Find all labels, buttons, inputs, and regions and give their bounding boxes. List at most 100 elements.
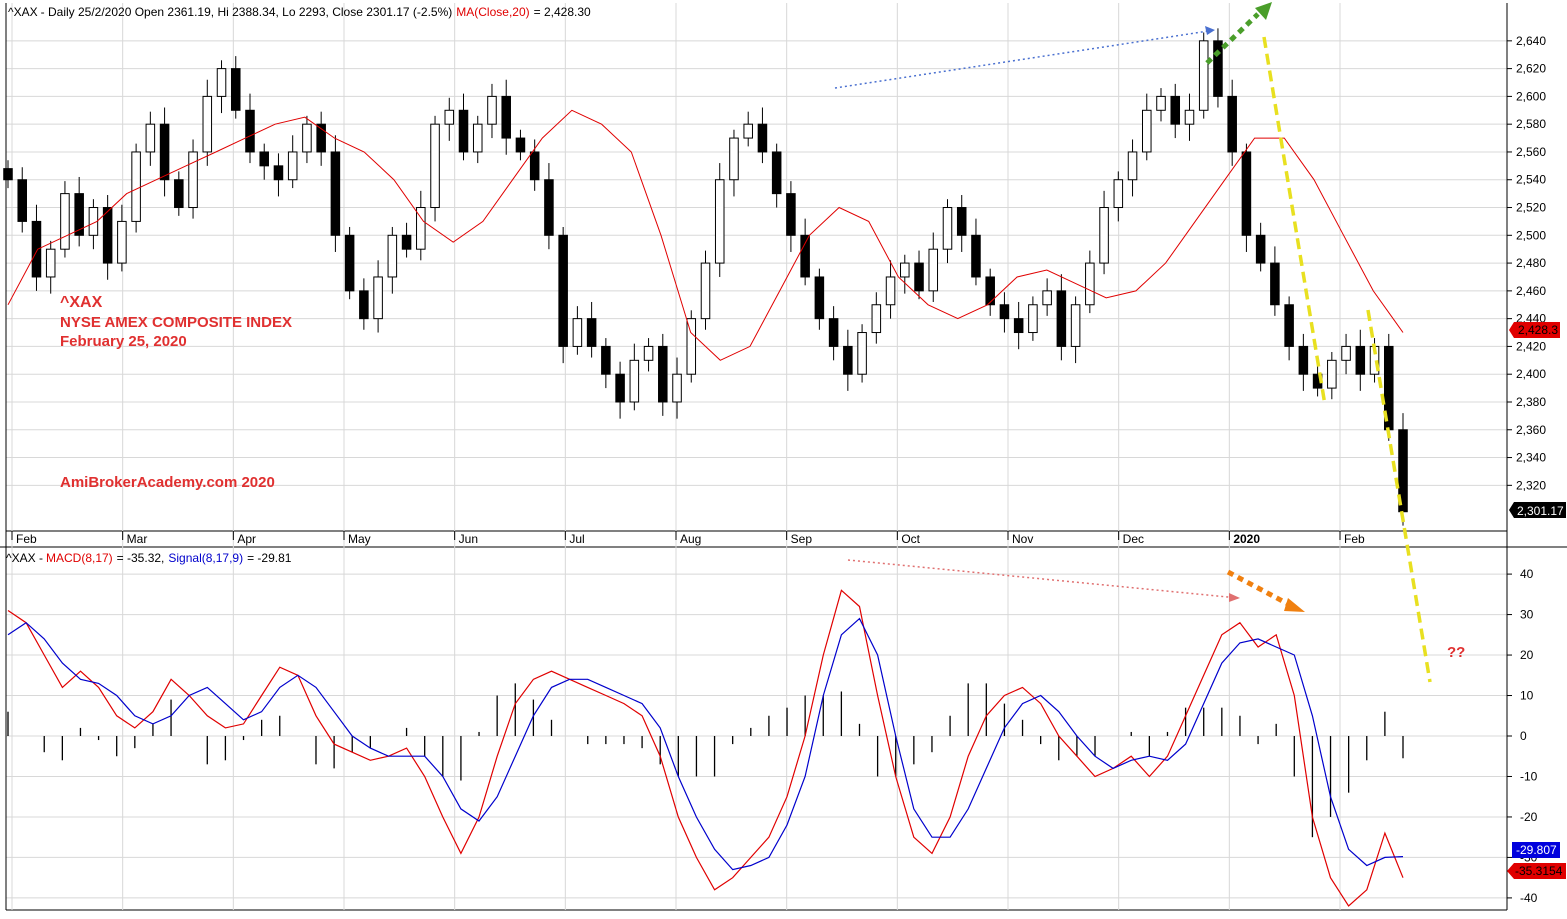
candle-body-down: [771, 151, 782, 195]
header-symbol: ^XAX: [8, 5, 38, 19]
candle-body-up: [1198, 40, 1209, 111]
candle-body-down: [786, 193, 796, 236]
macd-tick-label: 40: [1520, 567, 1534, 581]
month-label: Aug: [680, 532, 701, 546]
price-tick-label: 2,420: [1516, 339, 1546, 353]
ma-price-badge: 2,428.3: [1509, 322, 1560, 338]
candle-body-down: [458, 109, 469, 153]
candle-body-down: [259, 151, 269, 167]
macd-header-signal-value: = -29.81: [247, 551, 292, 565]
candle-body-down: [1255, 234, 1266, 264]
month-label: Apr: [237, 532, 256, 546]
candle-body-up: [430, 123, 440, 209]
price-tick-label: 2,520: [1516, 201, 1546, 215]
candle-body-up: [1156, 95, 1166, 111]
price-tick-label: 2,320: [1516, 478, 1546, 492]
orange-down-arrowhead: [1284, 598, 1305, 612]
macd-histogram: [7, 683, 1404, 838]
candle-body-down: [1227, 95, 1237, 153]
macd-tick-label: 10: [1520, 689, 1534, 703]
candle-body-down: [330, 151, 341, 236]
candle-body-down: [601, 345, 611, 375]
candle-body-down: [999, 304, 1010, 320]
header-info: ^XAX - Daily 25/2/2020 Open 2361.19, Hi 2…: [8, 5, 591, 19]
candle-body-up: [1113, 179, 1124, 209]
candle-body-up: [572, 318, 583, 347]
candle-body-up: [1070, 304, 1081, 347]
macd-tick-label: -40: [1520, 891, 1538, 905]
month-label: Jul: [569, 532, 584, 546]
annotation-date: February 25, 2020: [60, 333, 187, 350]
yellow-trend-line-1: [1262, 36, 1327, 406]
candle-body-down: [800, 234, 810, 278]
candle-body-down: [359, 290, 369, 320]
candle-body-down: [558, 234, 568, 347]
macd-badge-text: -35.3154: [1515, 864, 1563, 878]
candle-body-down: [344, 234, 355, 292]
candle-body-down: [1056, 290, 1067, 347]
month-label: Jun: [459, 532, 478, 546]
candle-body-up: [672, 373, 682, 403]
macd-tick-label: 20: [1520, 648, 1534, 662]
candle-body-up: [700, 262, 711, 320]
annotation-ticker: ^XAX: [60, 294, 103, 311]
candle-body-up: [416, 207, 426, 250]
price-tick-label: 2,560: [1516, 145, 1546, 159]
candle-body-up: [629, 359, 640, 403]
orange-down-arrow-line: [1226, 569, 1292, 608]
macd-header-signal-label: Signal(8,17,9): [168, 551, 243, 565]
candle-body-down: [31, 220, 42, 278]
macd-grid: [6, 573, 1507, 899]
price-axis-ticks: 2,3202,3402,3602,3802,4002,4202,4402,460…: [1507, 34, 1546, 492]
candle-body-up: [131, 151, 141, 222]
candle-body-up: [188, 151, 198, 209]
candle-body-down: [658, 345, 668, 403]
candle-body-up: [302, 123, 312, 153]
green-up-arrow-line: [1205, 12, 1260, 65]
candle-body-down: [3, 168, 13, 181]
candle-body-up: [373, 276, 383, 320]
annotation-index-name: NYSE AMEX COMPOSITE INDEX: [60, 314, 292, 331]
price-tick-label: 2,400: [1516, 367, 1546, 381]
annotation-watermark: AmiBrokerAcademy.com 2020: [60, 474, 275, 491]
signal-badge: -29.807: [1512, 842, 1560, 858]
candle-body-up: [1127, 151, 1138, 181]
month-label: Oct: [901, 532, 920, 546]
candle-body-down: [401, 234, 412, 250]
candle-body-up: [686, 318, 697, 375]
macd-line: [7, 589, 1404, 907]
signal-line: [7, 617, 1404, 871]
candle-body-down: [1213, 40, 1223, 97]
header-ohlc: - Daily 25/2/2020 Open 2361.19, Hi 2388.…: [41, 5, 453, 19]
ma-price-badge-text: 2,428.3: [1518, 323, 1558, 337]
candle-body-down: [273, 165, 284, 181]
price-tick-label: 2,460: [1516, 284, 1546, 298]
candle-body-up: [928, 248, 939, 292]
candle-body-down: [1298, 345, 1309, 375]
candle-body-up: [1327, 359, 1337, 389]
macd-header-macd-value: = -35.32,: [117, 551, 165, 565]
candle-body-up: [714, 179, 725, 264]
candle-body-down: [544, 179, 554, 236]
month-ticks: [11, 3, 1341, 910]
month-label: Feb: [1344, 532, 1365, 546]
price-divergence-arrowhead: [1205, 26, 1215, 35]
month-label: Sep: [791, 532, 813, 546]
candle-body-down: [515, 137, 526, 153]
candle-body-up: [216, 68, 227, 97]
candle-body-up: [942, 207, 953, 250]
candle-body-up: [60, 193, 70, 250]
month-label: May: [348, 532, 371, 546]
candle-body-up: [729, 137, 739, 181]
month-label: Feb: [16, 532, 37, 546]
candle-body-down: [971, 234, 981, 278]
candle-body-down: [914, 262, 924, 292]
candle-body-up: [472, 123, 483, 153]
macd-header: ^XAX - MACD(8,17) = -35.32, Signal(8,17,9) =…: [6, 551, 292, 565]
macd-tick-label: -10: [1520, 769, 1538, 783]
price-tick-label: 2,540: [1516, 173, 1546, 187]
macd-divergence-arrowhead: [1229, 593, 1240, 602]
candle-body-up: [1085, 262, 1095, 306]
month-label: Nov: [1012, 532, 1033, 546]
